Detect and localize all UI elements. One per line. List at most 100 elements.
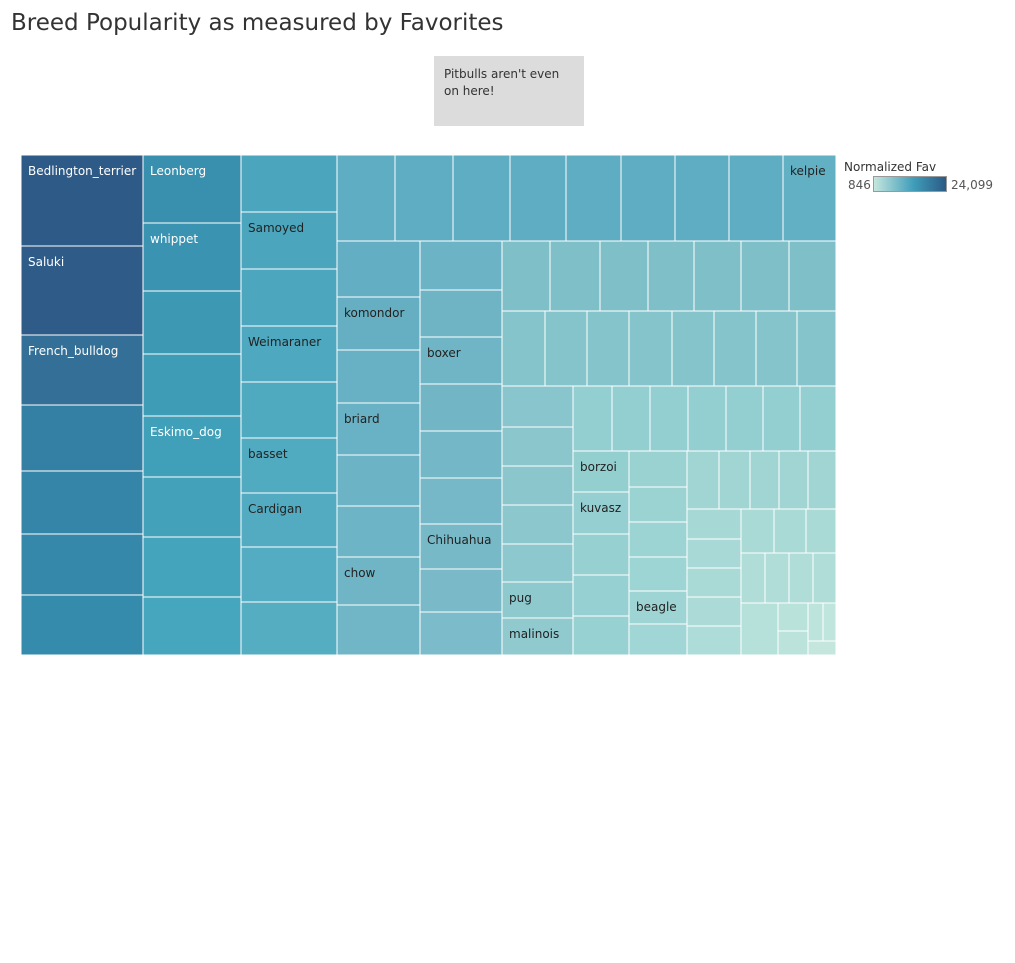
treemap-cell[interactable] — [796, 310, 837, 387]
treemap-cell[interactable] — [419, 477, 503, 525]
treemap-cell[interactable] — [777, 602, 809, 632]
treemap-cell[interactable] — [807, 602, 824, 642]
treemap-cell[interactable] — [686, 508, 742, 540]
treemap-cell[interactable] — [807, 450, 837, 510]
treemap-cell[interactable] — [686, 450, 720, 510]
treemap-cell[interactable] — [693, 240, 742, 312]
treemap-cell[interactable] — [501, 465, 574, 506]
treemap-cell[interactable] — [572, 491, 630, 535]
treemap-cell[interactable] — [762, 385, 801, 452]
treemap-cell[interactable] — [812, 552, 837, 604]
treemap-cell[interactable] — [452, 154, 511, 242]
treemap-cell[interactable] — [142, 536, 242, 598]
treemap-cell[interactable] — [501, 426, 574, 467]
treemap-cell[interactable] — [740, 240, 790, 312]
treemap-cell[interactable] — [740, 508, 775, 554]
treemap-cell[interactable] — [544, 310, 588, 387]
treemap-cell[interactable] — [336, 296, 421, 351]
treemap-cell[interactable] — [572, 574, 630, 617]
treemap-cell[interactable] — [777, 630, 809, 656]
treemap-cell[interactable] — [20, 404, 144, 472]
treemap-cell[interactable] — [649, 385, 689, 452]
treemap-cell[interactable] — [586, 310, 630, 387]
treemap-cell[interactable] — [628, 486, 688, 523]
treemap-cell[interactable] — [142, 415, 242, 478]
treemap-cell[interactable] — [764, 552, 790, 604]
treemap-cell[interactable] — [713, 310, 757, 387]
treemap-cell[interactable] — [718, 450, 751, 510]
treemap-cell[interactable] — [674, 154, 730, 242]
treemap-cell[interactable] — [240, 546, 338, 603]
treemap-cell[interactable] — [419, 523, 503, 570]
treemap-cell[interactable] — [611, 385, 651, 452]
treemap-cell[interactable] — [240, 325, 338, 383]
treemap-cell[interactable] — [240, 381, 338, 439]
treemap-cell[interactable] — [686, 567, 742, 598]
treemap-cell[interactable] — [628, 590, 688, 625]
treemap-cell[interactable] — [628, 623, 688, 656]
treemap-cell[interactable] — [336, 454, 421, 507]
treemap-cell[interactable] — [419, 383, 503, 432]
treemap-cell[interactable] — [740, 602, 779, 656]
treemap-cell[interactable] — [628, 521, 688, 558]
treemap-cell[interactable] — [805, 508, 837, 554]
treemap-cell[interactable] — [336, 604, 421, 656]
treemap-cell[interactable] — [778, 450, 809, 510]
treemap-cell[interactable] — [336, 240, 421, 298]
treemap-cell[interactable] — [394, 154, 454, 242]
treemap-cell[interactable] — [725, 385, 764, 452]
treemap-cell[interactable] — [501, 504, 574, 545]
treemap-cell[interactable] — [686, 625, 742, 656]
treemap-cell[interactable] — [142, 596, 242, 656]
treemap-cell[interactable] — [419, 336, 503, 385]
treemap-cell[interactable] — [501, 617, 574, 656]
treemap-cell[interactable] — [240, 268, 338, 327]
treemap-cell[interactable] — [572, 615, 630, 656]
treemap-cell[interactable] — [740, 552, 766, 604]
treemap-cell[interactable] — [501, 385, 574, 428]
treemap-cell[interactable] — [807, 640, 837, 656]
treemap-cell[interactable] — [687, 385, 727, 452]
treemap-cell[interactable] — [822, 602, 837, 642]
treemap-cell[interactable] — [419, 430, 503, 479]
treemap-cell[interactable] — [628, 556, 688, 592]
treemap-cell[interactable] — [782, 154, 837, 242]
treemap-cell[interactable] — [628, 450, 688, 488]
treemap-cell[interactable] — [336, 349, 421, 404]
treemap-cell[interactable] — [788, 552, 814, 604]
treemap-cell[interactable] — [142, 290, 242, 355]
treemap-cell[interactable] — [142, 154, 242, 224]
treemap-cell[interactable] — [20, 334, 144, 406]
treemap-cell[interactable] — [773, 508, 807, 554]
treemap-cell[interactable] — [686, 538, 742, 569]
treemap-cell[interactable] — [20, 533, 144, 596]
treemap-cell[interactable] — [419, 611, 503, 656]
treemap-cell[interactable] — [799, 385, 837, 452]
treemap-cell[interactable] — [501, 310, 546, 387]
treemap-cell[interactable] — [565, 154, 622, 242]
treemap-cell[interactable] — [572, 385, 613, 452]
treemap-cell[interactable] — [728, 154, 784, 242]
treemap-cell[interactable] — [142, 353, 242, 417]
treemap-cell[interactable] — [142, 222, 242, 292]
treemap-cell[interactable] — [647, 240, 695, 312]
treemap-cell[interactable] — [628, 310, 673, 387]
treemap-cell[interactable] — [686, 596, 742, 627]
treemap-cell[interactable] — [549, 240, 601, 312]
treemap-cell[interactable] — [240, 492, 338, 548]
treemap-cell[interactable] — [336, 154, 396, 242]
treemap-cell[interactable] — [501, 240, 551, 312]
treemap-cell[interactable] — [755, 310, 798, 387]
treemap-cell[interactable] — [599, 240, 649, 312]
treemap-cell[interactable] — [749, 450, 780, 510]
treemap-cell[interactable] — [671, 310, 715, 387]
treemap-cell[interactable] — [501, 543, 574, 583]
treemap-cell[interactable] — [336, 556, 421, 606]
treemap-cell[interactable] — [572, 450, 630, 493]
treemap-cell[interactable] — [20, 245, 144, 336]
treemap-cell[interactable] — [240, 601, 338, 656]
treemap-cell[interactable] — [572, 533, 630, 576]
treemap-cell[interactable] — [240, 154, 338, 213]
treemap-cell[interactable] — [336, 402, 421, 456]
treemap-cell[interactable] — [620, 154, 676, 242]
